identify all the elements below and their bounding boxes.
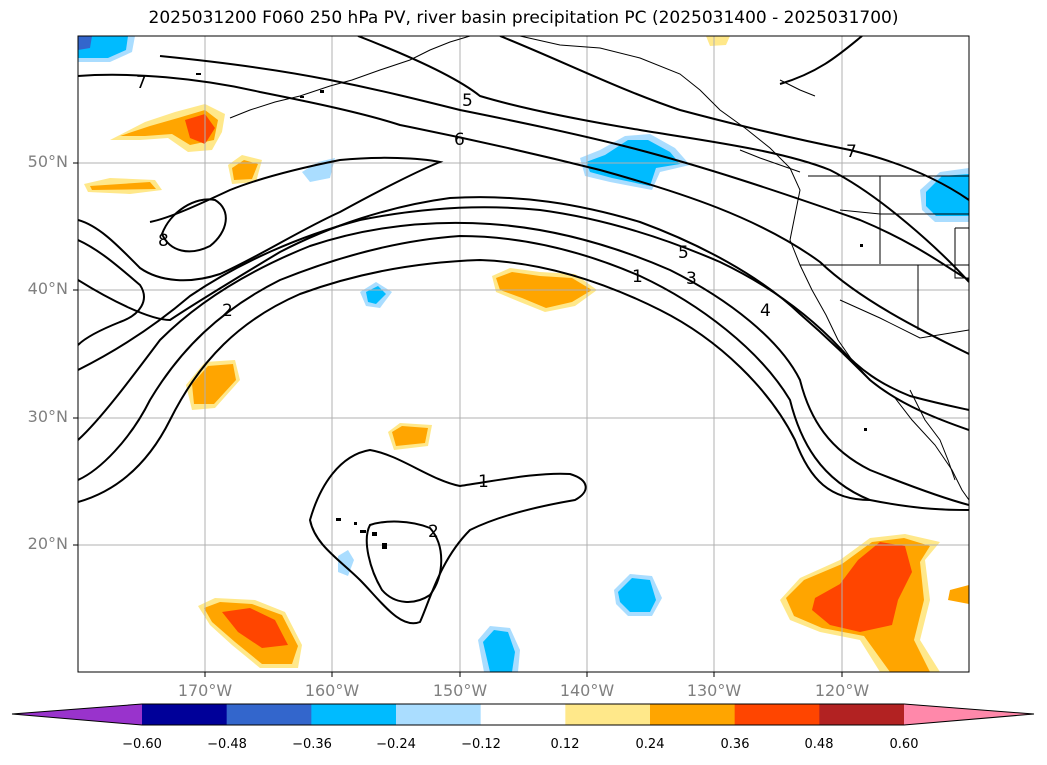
axis-ticks [73, 162, 843, 677]
negative-anomaly-blob [618, 578, 656, 612]
positive-anomaly-blob [392, 426, 428, 446]
colorbar-cell [142, 704, 228, 725]
negative-anomaly-blob [926, 174, 969, 216]
map-gridlines [78, 36, 969, 672]
contour-label: 8 [158, 231, 169, 251]
colorbar-tick-label: −0.36 [292, 737, 332, 752]
colorbar-tick-label: 0.60 [889, 737, 919, 752]
colorbar-tick-label: −0.48 [207, 737, 247, 752]
negative-anomaly-blob [483, 630, 515, 672]
positive-anomaly-blob [192, 364, 236, 404]
map-canvas: 7 5 6 7 8 2 5 1 3 4 1 2 [73, 35, 970, 677]
contour-label: 5 [678, 243, 689, 263]
positive-anomaly-blob [948, 585, 969, 604]
colorbar-cell [650, 704, 736, 725]
contour-label: 1 [632, 267, 643, 287]
lat-label: 50°N [27, 152, 68, 171]
colorbar-extend-low [12, 704, 142, 725]
contour-label: 6 [454, 130, 465, 150]
colorbar-cell [480, 704, 566, 725]
colorbar-cell [565, 704, 651, 725]
contour-label-group: 7 5 6 7 8 2 5 1 3 4 1 2 [136, 73, 857, 542]
lon-label: 150°W [432, 681, 488, 700]
positive-anomaly-blob [110, 104, 225, 152]
colorbar-tick-label: −0.60 [122, 737, 162, 752]
lon-label: 130°W [686, 681, 742, 700]
colorbar-extend-high [904, 704, 1034, 725]
islands [196, 73, 867, 549]
positive-anomaly-blob [232, 160, 258, 180]
negative-anomaly-blob [78, 36, 92, 50]
colorbar-tick-label: −0.12 [461, 737, 501, 752]
colorbar-tick-label: 0.36 [720, 737, 750, 752]
contour-label: 4 [760, 301, 771, 321]
colorbar-tick-label: 0.24 [635, 737, 665, 752]
colorbar-cell [396, 704, 482, 725]
lat-label: 20°N [27, 534, 68, 553]
colorbar-outline [11, 703, 1035, 726]
positive-anomaly-blob [198, 598, 302, 668]
lat-label: 40°N [27, 279, 68, 298]
map-frame [77, 35, 970, 673]
colorbar-cell [819, 704, 905, 725]
colorbar-cell [734, 704, 820, 725]
map-title: 2025031200 F060 250 hPa PV, river basin … [148, 8, 899, 28]
positive-anomaly-blob [780, 534, 940, 672]
colorbar-cell [226, 704, 312, 725]
colorbar-tick-label: 0.48 [804, 737, 834, 752]
colorbar-tick-label: 0.12 [550, 737, 580, 752]
contour-label: 2 [222, 301, 233, 321]
contour-label: 5 [462, 91, 473, 111]
negative-anomaly-blob [302, 158, 335, 182]
colorbar-cell [311, 704, 397, 725]
lon-label: 170°W [177, 681, 233, 700]
positive-anomaly-blob [90, 182, 156, 190]
contour-label: 2 [428, 522, 439, 542]
lon-label: 160°W [304, 681, 360, 700]
lon-label: 140°W [559, 681, 615, 700]
lat-label: 30°N [27, 407, 68, 426]
lon-label: 120°W [814, 681, 870, 700]
pv-contours [78, 36, 969, 625]
contour-label: 3 [686, 269, 697, 289]
contour-label: 7 [846, 142, 857, 162]
contour-label: 1 [478, 472, 489, 492]
contour-label: 7 [136, 73, 147, 93]
colorbar-tick-label: −0.24 [376, 737, 416, 752]
positive-anomaly-blob [706, 36, 730, 46]
